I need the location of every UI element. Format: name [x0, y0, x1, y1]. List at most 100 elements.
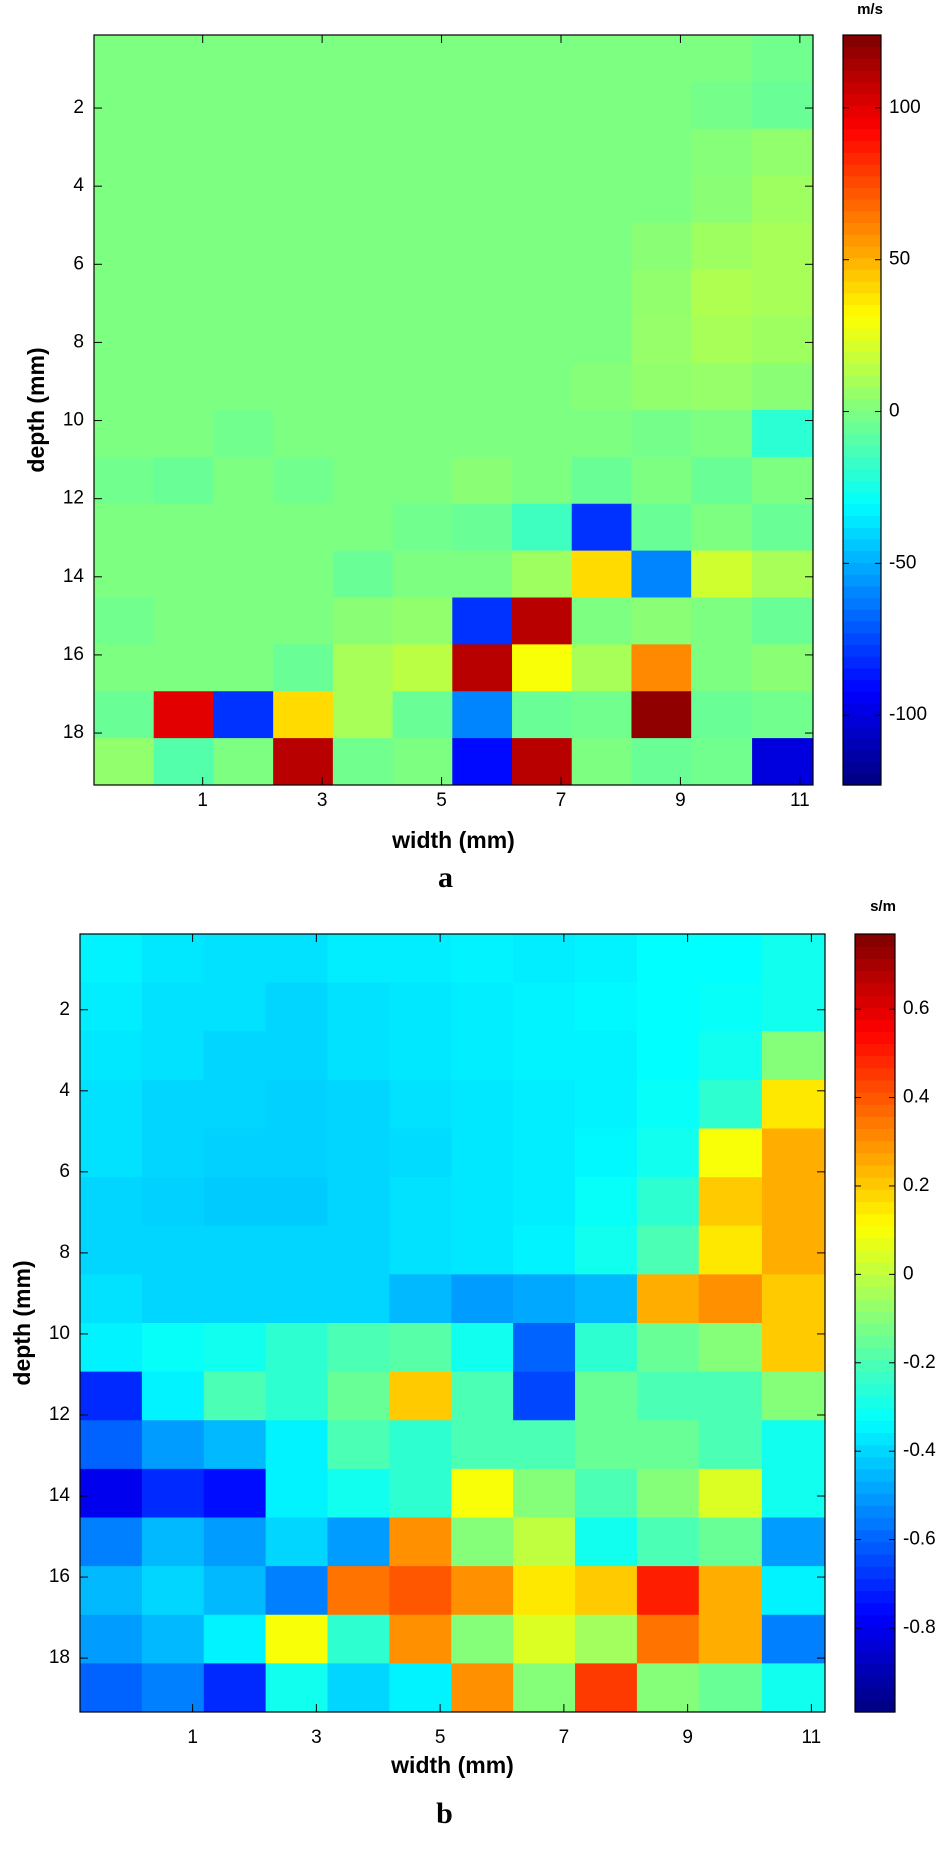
heat-cell: [80, 1566, 143, 1616]
colorbar-step: [843, 468, 881, 481]
colorbar-step: [843, 410, 881, 423]
heat-cell: [203, 1031, 267, 1081]
heat-cell: [575, 1468, 638, 1518]
heat-cell: [698, 1128, 763, 1178]
heat-cell: [575, 1079, 638, 1129]
heat-cell: [761, 1031, 826, 1081]
colorbar-step: [855, 1055, 895, 1069]
colorbar-step: [855, 1310, 895, 1324]
x-tick-label: 3: [317, 790, 328, 811]
y-tick-label: 2: [59, 999, 70, 1020]
colorbar-step: [843, 574, 881, 587]
colorbar-step: [855, 1347, 895, 1361]
heat-cell: [698, 1371, 763, 1421]
heat-cell: [153, 644, 214, 692]
heat-cell: [332, 269, 394, 317]
heat-cell: [94, 35, 155, 83]
colorbar-step: [855, 1274, 895, 1288]
colorbar-step: [855, 982, 895, 996]
heat-cell: [153, 269, 214, 317]
heat-cell: [273, 456, 334, 505]
colorbar-step: [843, 550, 881, 563]
heat-cell: [141, 1323, 205, 1373]
heat-cell: [513, 1517, 576, 1567]
heat-cell: [571, 550, 632, 598]
y-tick-label: 10: [63, 410, 84, 431]
heat-cell: [575, 1517, 638, 1567]
colorbar-step: [843, 738, 881, 751]
heat-cell: [451, 1663, 514, 1713]
heat-cell: [392, 175, 453, 223]
y-tick-label: 8: [59, 1242, 70, 1263]
heat-cell: [392, 597, 453, 645]
colorbar-step: [843, 363, 881, 376]
x-tick-label: 9: [675, 790, 686, 811]
heat-cell: [761, 1177, 826, 1227]
colorbar-tick-label: 100: [889, 97, 921, 118]
heat-cell: [94, 503, 155, 552]
heat-cell: [141, 1468, 205, 1518]
heat-cell: [327, 1371, 390, 1421]
heat-cell: [451, 1468, 514, 1518]
heat-cell: [691, 410, 753, 458]
colorbar-step: [843, 210, 881, 224]
heat-cell: [332, 35, 394, 83]
heat-cell: [80, 1225, 143, 1275]
heat-cell: [265, 1566, 329, 1616]
x-tick-label: 7: [556, 790, 567, 811]
heat-cell: [452, 81, 513, 130]
colorbar-tick-label: -0.2: [903, 1352, 936, 1373]
y-tick-label: 12: [63, 488, 84, 509]
colorbar-step: [843, 527, 881, 540]
colorbar-step: [843, 480, 881, 493]
heat-cell: [512, 81, 573, 130]
heat-cell: [80, 1614, 143, 1664]
heat-cell: [265, 1614, 329, 1664]
colorbar-tick-label: 0: [889, 401, 900, 422]
heat-cell: [752, 35, 814, 83]
heat-cell: [631, 35, 692, 83]
heat-cell: [203, 1177, 267, 1227]
heat-cell: [451, 1517, 514, 1567]
heat-cell: [512, 128, 573, 177]
heat-cell: [636, 1274, 700, 1324]
heat-cell: [80, 1079, 143, 1129]
heat-cell: [691, 316, 753, 364]
heat-cell: [698, 1517, 763, 1567]
heat-cell: [691, 363, 753, 411]
heat-cell: [575, 1128, 638, 1178]
colorbar-step: [843, 679, 881, 692]
heat-cell: [575, 1031, 638, 1081]
heat-cell: [452, 597, 513, 645]
colorbar-step: [855, 946, 895, 959]
heat-cell: [94, 81, 155, 130]
heat-cell: [575, 1614, 638, 1664]
heat-cell: [203, 1468, 267, 1518]
heat-cell: [153, 738, 214, 786]
colorbar-step: [855, 994, 895, 1008]
heat-cell: [636, 1614, 700, 1664]
y-axis-label: depth (mm): [9, 1260, 35, 1385]
heat-cell: [389, 1128, 452, 1178]
heat-cell: [631, 222, 692, 270]
colorbar-step: [843, 175, 881, 188]
heat-cell: [761, 1225, 826, 1275]
heat-cell: [80, 1468, 143, 1518]
heat-cell: [636, 1420, 700, 1470]
heat-cell: [451, 1371, 514, 1421]
heat-cell: [575, 1663, 638, 1713]
heat-cell: [575, 934, 638, 984]
heat-cell: [265, 1663, 329, 1713]
heat-cell: [153, 503, 214, 552]
heat-cell: [392, 550, 453, 598]
colorbar-step: [855, 1201, 895, 1215]
heat-cell: [389, 1614, 452, 1664]
heat-cell: [452, 363, 513, 411]
heat-cell: [203, 1420, 267, 1470]
heat-cell: [631, 175, 692, 223]
heat-cell: [203, 1371, 267, 1421]
heat-cell: [392, 363, 453, 411]
heat-cell: [575, 1566, 638, 1616]
heat-cell: [141, 1128, 205, 1178]
heat-cell: [512, 456, 573, 505]
